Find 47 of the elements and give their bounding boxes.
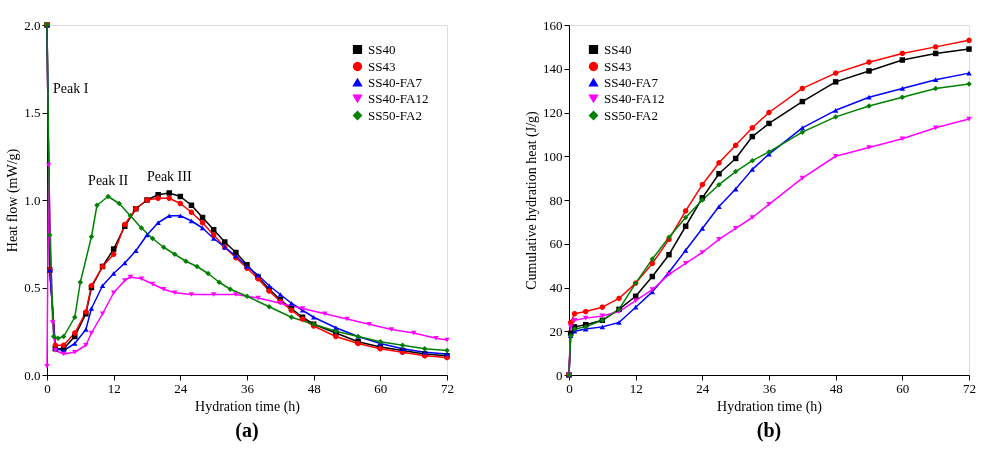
x-tick-label: 48 — [829, 380, 843, 396]
x-tick-label: 0 — [44, 380, 51, 396]
x-tick-label: 12 — [107, 380, 121, 396]
legend-label: SS50-FA2 — [368, 107, 422, 123]
y-tick-label: 0 — [556, 367, 563, 383]
y-tick-label: 140 — [543, 61, 563, 77]
legend-label: SS43 — [604, 58, 632, 74]
x-axis-title: Hydration time (h) — [195, 398, 301, 415]
y-tick-label: 1.5 — [24, 105, 41, 120]
annotation: Peak II — [88, 172, 129, 188]
x-tick-label: 72 — [441, 380, 454, 396]
legend-label: SS40-FA7 — [604, 74, 659, 90]
y-tick-label: 60 — [549, 236, 563, 252]
x-tick-label: 72 — [963, 380, 976, 396]
y-tick-label: 120 — [543, 105, 563, 120]
y-tick-label: 1.0 — [24, 192, 41, 208]
y-tick-label: 160 — [543, 17, 563, 33]
y-axis-title: Cumulative hydration heat (J/g) — [524, 110, 540, 290]
legend-label: SS43 — [368, 58, 396, 74]
y-tick-label: 100 — [543, 148, 563, 164]
x-tick-label: 0 — [566, 380, 573, 396]
legend-label: SS50-FA2 — [604, 107, 658, 123]
y-axis-title: Heat flow (mW/g) — [5, 148, 22, 253]
x-tick-label: 36 — [241, 380, 255, 396]
x-tick-label: 24 — [174, 380, 188, 396]
legend-label: SS40-FA7 — [368, 74, 423, 90]
y-tick-label: 40 — [549, 280, 563, 295]
x-tick-label: 24 — [696, 380, 710, 396]
x-axis-title: Hydration time (h) — [717, 398, 823, 415]
legend-label: SS40-FA12 — [604, 90, 665, 106]
x-tick-label: 12 — [629, 380, 643, 396]
annotation: Peak I — [53, 81, 89, 96]
text: (b) — [756, 419, 782, 442]
legend-label: SS40-FA12 — [368, 90, 429, 106]
y-tick-label: 80 — [549, 192, 563, 208]
y-tick-label: 2.0 — [24, 17, 41, 33]
y-tick-label: 0.5 — [24, 280, 41, 295]
text: (a) — [235, 419, 259, 442]
legend-label: SS40 — [368, 41, 396, 57]
y-tick-label: 0.0 — [24, 367, 41, 383]
legend-label: SS40 — [604, 41, 632, 57]
annotation: Peak III — [146, 169, 192, 184]
x-tick-label: 60 — [896, 380, 910, 396]
x-tick-label: 60 — [374, 380, 388, 396]
y-tick-label: 20 — [549, 323, 563, 339]
x-tick-label: 36 — [763, 380, 777, 396]
x-tick-label: 48 — [307, 380, 321, 396]
